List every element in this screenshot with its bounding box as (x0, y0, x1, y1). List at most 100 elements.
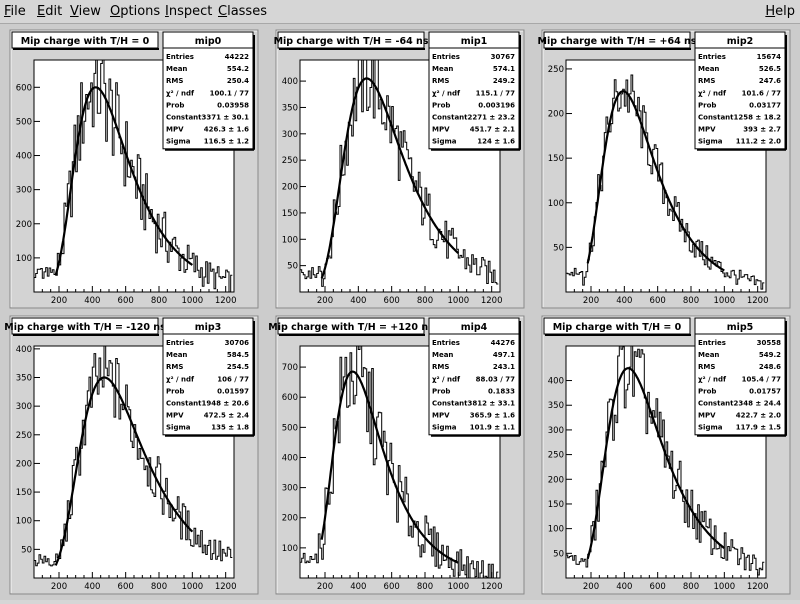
x-tick-label: 1000 (448, 296, 470, 306)
stats-value: 105.4 / 77 (742, 375, 781, 383)
menu-classes[interactable]: Classes (218, 4, 267, 20)
x-tick-label: 1200 (747, 582, 769, 592)
x-tick-label: 800 (417, 296, 433, 306)
y-tick-label: 50 (287, 262, 298, 272)
histogram-line (300, 345, 499, 579)
stats-value: 0.01597 (217, 387, 249, 395)
menu-view[interactable]: View (70, 4, 101, 20)
histogram-panel-mip1[interactable]: 200 400 600 800 1000 1200 50 100 150 200 250 300 350… (274, 29, 525, 309)
stats-value: 3812 ± 33.1 (468, 400, 516, 408)
stats-key: RMS (698, 363, 715, 371)
stats-key: Sigma (166, 138, 191, 146)
menu-inspect[interactable]: Inspect (165, 4, 212, 20)
stats-value: 365.9 ± 1.6 (470, 412, 515, 420)
stats-key: Constant (432, 114, 468, 122)
stats-histogram-name: mip1 (461, 36, 488, 47)
menu-edit-label: dit (45, 4, 63, 19)
histogram-panel-mip0[interactable]: 200 400 600 800 1000 1200 100 200 300 400 500 600 Mi… (9, 29, 259, 309)
histogram-panel-mip2[interactable]: 200 400 600 800 1000 1200 50 100 150 200 250 Mip ch… (538, 29, 791, 309)
stats-value: 0.03958 (217, 101, 249, 109)
menu-options-label: ptions (120, 4, 161, 19)
histogram-panel-mip4[interactable]: 200 400 600 800 1000 1200 100 200 300 400 500 600 70… (268, 315, 525, 595)
stats-value: 554.2 (227, 65, 249, 73)
x-tick-label: 200 (583, 296, 599, 306)
y-tick-label: 250 (282, 156, 298, 166)
stats-value: 115.1 / 77 (476, 89, 515, 97)
y-tick-label: 300 (16, 402, 32, 412)
histogram-line (34, 59, 233, 293)
stats-key: RMS (166, 363, 183, 371)
stats-key: MPV (698, 412, 716, 420)
menu-inspect-mnemonic: I (165, 4, 169, 19)
y-tick-label: 350 (16, 374, 32, 384)
stats-value: 584.5 (227, 351, 249, 359)
y-tick-label: 50 (553, 549, 564, 559)
histogram-panel-mip3[interactable]: 200 400 600 800 1000 1200 50 100 150 200 250 300 350… (4, 315, 259, 595)
stats-value: 3371 ± 30.1 (202, 114, 250, 122)
y-tick-label: 50 (21, 545, 32, 555)
y-tick-label: 300 (282, 130, 298, 140)
x-tick-label: 1200 (215, 582, 237, 592)
stats-key: Entries (166, 53, 194, 61)
fit-curve (586, 367, 725, 560)
stats-value: 111.2 ± 2.0 (736, 138, 781, 146)
stats-value: 15674 (757, 53, 781, 61)
y-tick-label: 200 (548, 475, 564, 485)
stats-key: Entries (698, 53, 726, 61)
y-tick-label: 200 (282, 183, 298, 193)
x-tick-label: 1000 (714, 582, 736, 592)
y-tick-label: 200 (548, 110, 564, 120)
x-tick-label: 600 (650, 296, 666, 306)
y-tick-label: 700 (282, 363, 298, 373)
x-tick-label: 400 (616, 582, 632, 592)
fit-curve (54, 376, 194, 566)
menu-options[interactable]: Options (110, 4, 160, 20)
stats-value: 526.5 (759, 65, 781, 73)
x-tick-label: 800 (683, 582, 699, 592)
menu-file-mnemonic: F (4, 4, 11, 19)
x-tick-label: 1000 (714, 296, 736, 306)
stats-key: MPV (432, 412, 450, 420)
stats-key: Mean (432, 351, 453, 359)
stats-value: 574.1 (493, 65, 515, 73)
stats-key: χ² / ndf (166, 375, 195, 383)
histogram-title: Mip charge with T/H = -120 ns (4, 322, 166, 333)
y-tick-label: 200 (16, 220, 32, 230)
stats-key: Entries (432, 339, 460, 347)
stats-box (428, 333, 520, 436)
stats-value: 497.1 (493, 351, 515, 359)
stats-key: Entries (432, 53, 460, 61)
y-tick-label: 400 (16, 345, 32, 355)
x-tick-label: 200 (317, 296, 333, 306)
menu-view-mnemonic: V (70, 4, 79, 19)
y-tick-label: 200 (16, 459, 32, 469)
stats-box (694, 333, 786, 436)
menu-view-label: iew (78, 4, 101, 19)
x-tick-label: 600 (118, 296, 134, 306)
x-tick-label: 400 (350, 296, 366, 306)
y-tick-label: 600 (282, 393, 298, 403)
y-tick-label: 250 (16, 431, 32, 441)
root-canvas[interactable]: 200 400 600 800 1000 1200 100 200 300 400 500 600 Mi… (0, 24, 800, 600)
menu-help[interactable]: Help (765, 4, 795, 20)
histogram-panel-mip5[interactable]: 200 400 600 800 1000 1200 50 100 150 200 250 300 350… (541, 315, 791, 595)
stats-value: 100.1 / 77 (210, 89, 249, 97)
stats-key: MPV (698, 126, 716, 134)
stats-key: Sigma (166, 424, 191, 432)
stats-value: 44222 (225, 53, 249, 61)
stats-key: Constant (166, 114, 202, 122)
y-tick-label: 500 (16, 117, 32, 127)
menu-edit[interactable]: Edit (37, 4, 62, 20)
x-tick-label: 200 (51, 582, 67, 592)
menu-classes-mnemonic: C (218, 4, 228, 19)
histogram-title: Mip charge with T/H = 0 (21, 36, 150, 47)
menu-file[interactable]: File (4, 4, 26, 20)
fit-curve (54, 86, 193, 276)
stats-key: Constant (432, 400, 468, 408)
stats-key: Constant (698, 114, 734, 122)
stats-value: 116.5 ± 1.2 (204, 138, 249, 146)
stats-value: 0.03177 (749, 101, 781, 109)
y-tick-label: 300 (282, 484, 298, 494)
stats-value: 549.2 (759, 351, 781, 359)
histogram-title: Mip charge with T/H = +64 ns (538, 36, 697, 47)
